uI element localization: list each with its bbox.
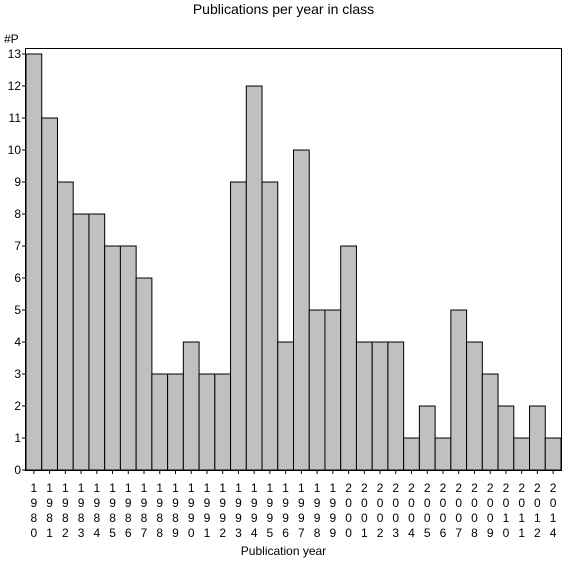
- bar-1988: [151, 373, 169, 471]
- chart-title: Publications per year in class: [192, 1, 375, 17]
- bar-1995: [261, 181, 279, 471]
- plot-bars: [25, 53, 562, 471]
- bar-1992: [214, 373, 232, 471]
- bar-1991: [198, 373, 216, 471]
- y-tick-label: 11: [9, 111, 22, 125]
- y-tick-label: 5: [14, 303, 21, 317]
- bar-2000: [340, 245, 357, 471]
- bar-2002: [371, 341, 389, 471]
- bar-1982: [56, 181, 74, 471]
- bar-2005: [418, 405, 436, 471]
- bar-1996: [277, 341, 295, 471]
- bar-1983: [72, 213, 90, 471]
- bar-1980: [25, 53, 43, 471]
- bar-1984: [88, 213, 106, 471]
- bar-1994: [245, 85, 263, 471]
- bar-2010: [497, 405, 515, 471]
- bar-1999: [324, 309, 342, 471]
- bar-1986: [119, 245, 137, 471]
- y-tick-label: 6: [14, 271, 21, 285]
- y-tick-label: 13: [8, 47, 22, 61]
- bar-1990: [182, 341, 200, 471]
- bar-2003: [387, 341, 405, 471]
- y-tick-label: 10: [8, 143, 22, 157]
- y-tick-label: 7: [14, 239, 21, 253]
- bar-1981: [41, 117, 58, 471]
- bar-2009: [481, 373, 499, 471]
- bar-2011: [513, 437, 531, 471]
- bar-2008: [466, 341, 483, 471]
- bar-2001: [355, 341, 373, 471]
- x-axis-label: Publication year: [240, 544, 327, 558]
- bar-2007: [450, 309, 468, 471]
- x-axis-ticks: 1 9 8 0 1 9 8 1 1 9 8 2 1 9 8 3 1 9 8 4 1 9 8 5 1 9 8 6 1 9 8 7 1 9 8 8 1 9 8 9…: [31, 470, 557, 540]
- bar-1989: [167, 373, 184, 471]
- bar-2012: [529, 405, 546, 471]
- y-tick-label: 12: [8, 79, 22, 93]
- bar-2004: [403, 437, 420, 471]
- bar-1998: [308, 309, 326, 471]
- y-tick-label: 9: [14, 175, 21, 189]
- plot-frame: [25, 48, 562, 471]
- y-tick-label: 1: [14, 431, 21, 445]
- bar-1987: [135, 277, 153, 471]
- bar-1993: [230, 181, 247, 471]
- y-tick-label: 4: [14, 335, 21, 349]
- y-tick-label: 0: [14, 463, 21, 477]
- y-tick-label: 2: [14, 399, 21, 413]
- y-tick-label: 8: [14, 207, 21, 221]
- y-axis-label: #P: [4, 32, 19, 46]
- bar-1985: [104, 245, 121, 471]
- y-tick-label: 3: [14, 367, 21, 381]
- bar-2006: [434, 437, 452, 471]
- bar-2014: [544, 437, 562, 471]
- bar-1997: [293, 149, 310, 471]
